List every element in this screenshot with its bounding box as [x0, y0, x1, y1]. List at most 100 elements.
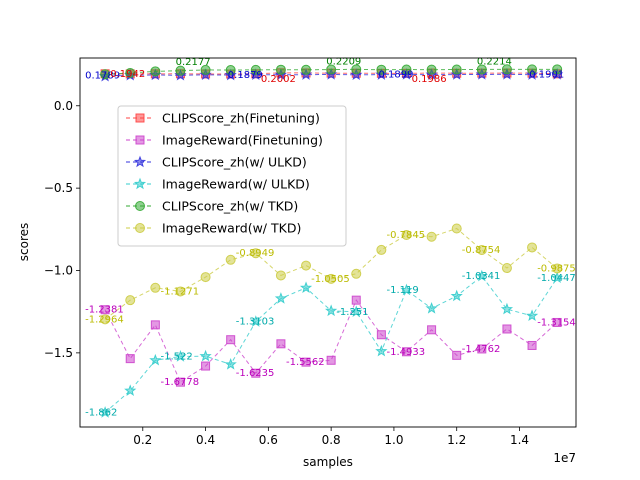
legend-marker [135, 113, 145, 123]
data-point [551, 271, 564, 284]
data-point [552, 317, 562, 327]
x-tick-label: 1.2 [447, 433, 466, 447]
x-offset-label: 1e7 [553, 451, 576, 465]
legend-item: ImageReward(w/ TKD) [126, 221, 301, 236]
data-label: -1.0447 [537, 273, 576, 284]
x-tick-label: 1.0 [384, 433, 403, 447]
legend-label: CLIPScore_zh(w/ ULKD) [162, 155, 307, 170]
data-point [225, 254, 236, 265]
data-point [401, 64, 412, 75]
legend: CLIPScore_zh(Finetuning) ImageReward(Fine… [117, 105, 347, 247]
data-label: -1.6235 [236, 368, 275, 379]
data-point [175, 377, 185, 387]
series-4 [100, 64, 563, 80]
data-point [451, 223, 462, 234]
series-3 [99, 269, 564, 418]
data-point [250, 248, 261, 259]
data-point [175, 65, 186, 76]
data-label: 0.2002 [261, 74, 296, 85]
data-label: -1.4762 [462, 344, 501, 355]
data-point [275, 270, 286, 281]
y-tick-label: −1.5 [44, 346, 73, 360]
data-point [275, 64, 286, 75]
data-point [401, 347, 411, 357]
data-point [100, 69, 111, 80]
data-point [150, 282, 161, 293]
data-point [500, 302, 514, 315]
data-point [527, 340, 537, 350]
data-point [125, 354, 135, 364]
data-point [475, 269, 488, 282]
legend-item: CLIPScore_zh(w/ ULKD) [126, 155, 307, 170]
data-point [427, 325, 437, 335]
data-point [249, 315, 262, 327]
data-label: -1.522 [161, 352, 193, 363]
data-point [274, 292, 288, 304]
data-point [552, 263, 563, 274]
y-tick-label: 0.0 [54, 99, 73, 113]
data-point [276, 339, 286, 349]
data-label: -0.8949 [236, 248, 275, 259]
data-point [400, 283, 413, 296]
data-label: 0.2177 [176, 57, 211, 68]
data-point [326, 64, 337, 75]
x-axis-label: samples [303, 455, 353, 469]
axes-layer: 0.2 0.4 0.6 0.8 1.0 1.2 1.4 0.0 −0.5 −1.0 −1.5 [44, 99, 529, 447]
data-point [200, 272, 211, 283]
data-label: -0.9875 [537, 263, 576, 274]
data-point [124, 384, 137, 396]
data-point [401, 230, 412, 241]
data-point [301, 357, 311, 367]
data-label: -1.6778 [161, 377, 200, 388]
data-point [426, 64, 437, 75]
data-point [301, 64, 312, 75]
data-label: -1.0341 [462, 271, 501, 282]
series-5 [100, 223, 563, 325]
data-point [527, 242, 538, 253]
data-point [376, 64, 387, 75]
data-point [452, 350, 462, 360]
data-point [224, 357, 237, 370]
legend-item: CLIPScore_zh(Finetuning) [126, 111, 320, 126]
x-tick-label: 0.8 [322, 433, 341, 447]
data-label: 0.1901 [529, 70, 564, 81]
data-label: 0.1942 [110, 69, 145, 80]
legend-label: ImageReward(w/ ULKD) [162, 177, 310, 192]
data-label: -0.7845 [387, 230, 426, 241]
data-point [351, 295, 361, 305]
data-point [226, 335, 236, 345]
data-label: -1.2381 [85, 305, 124, 316]
data-point [501, 263, 512, 274]
data-label: -1.119 [387, 285, 419, 296]
data-point [527, 64, 538, 75]
data-label: -1.3154 [537, 318, 576, 329]
data-label: 0.2209 [326, 56, 361, 67]
data-point [502, 324, 512, 334]
x-tick-label: 0.4 [196, 433, 215, 447]
data-point [299, 281, 313, 294]
data-point [376, 244, 387, 255]
legend-marker [133, 155, 147, 168]
data-point [149, 353, 162, 366]
data-label: 0.2214 [477, 56, 512, 67]
data-point [199, 349, 212, 362]
legend-marker [135, 223, 145, 233]
plot-frame [79, 57, 577, 428]
data-point [201, 361, 211, 371]
data-label: 0.1899 [379, 70, 414, 81]
legend-label: CLIPScore_zh(Finetuning) [162, 111, 320, 126]
legend-frame [117, 105, 347, 247]
data-label: -1.5562 [286, 357, 325, 368]
legend-label: ImageReward(Finetuning) [162, 133, 323, 148]
data-point [301, 260, 312, 271]
data-point [476, 244, 487, 255]
data-point [125, 67, 136, 78]
legend-item: CLIPScore_zh(w/ TKD) [126, 199, 298, 214]
data-point [476, 64, 487, 75]
data-point [425, 301, 438, 314]
legend-item: ImageReward(w/ ULKD) [126, 177, 310, 192]
data-point [225, 65, 236, 76]
